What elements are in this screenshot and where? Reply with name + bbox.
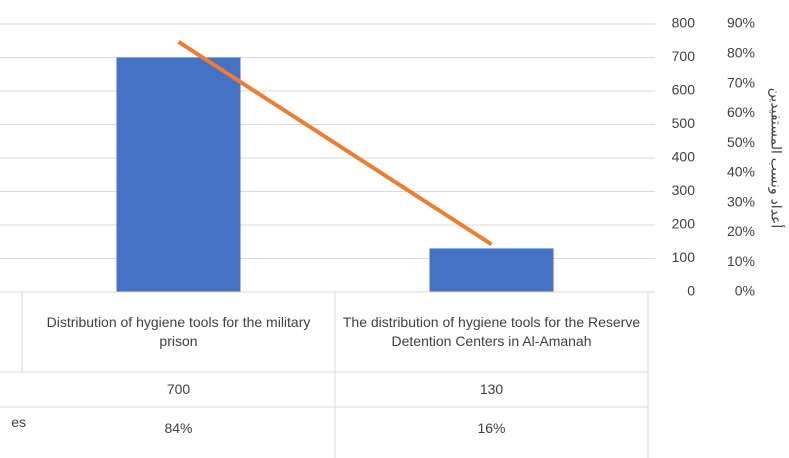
y2-tick-label: 80% — [727, 44, 755, 60]
y2-tick-label: 20% — [727, 223, 755, 239]
y2-tick-label: 50% — [727, 134, 755, 150]
y-tick-label: 100 — [672, 249, 696, 265]
series-name: es — [11, 413, 26, 430]
line-series — [177, 40, 493, 247]
y-tick-label: 200 — [672, 216, 696, 232]
y-tick-label: 400 — [672, 149, 696, 165]
table-value: 130 — [479, 381, 504, 397]
y-tick-label: 800 — [672, 15, 696, 31]
y2-tick-label: 10% — [727, 253, 755, 269]
y-tick-label: 0 — [687, 283, 695, 299]
y2-tick-label: 70% — [727, 74, 755, 90]
table-value: 700 — [166, 381, 191, 397]
y-tick-label: 600 — [672, 82, 696, 98]
y2-tick-label: 40% — [727, 164, 755, 180]
bar — [429, 248, 554, 292]
bar — [116, 57, 241, 292]
table-value: 84% — [164, 420, 193, 436]
y-tick-label: 500 — [672, 115, 696, 131]
y-axis-title: أعداد ونسب المستفيدين — [767, 88, 786, 229]
y2-tick-label: 0% — [735, 283, 755, 299]
table-value: 16% — [477, 420, 506, 436]
y2-tick-label: 30% — [727, 193, 755, 209]
category-label: Distribution of hygiene tools for the mi… — [46, 314, 311, 349]
y-tick-label: 300 — [672, 182, 696, 198]
y-tick-label: 700 — [672, 48, 696, 64]
y2-tick-label: 90% — [727, 15, 755, 31]
y2-tick-label: 60% — [727, 104, 755, 120]
category-label: The distribution of hygiene tools for th… — [342, 314, 641, 349]
